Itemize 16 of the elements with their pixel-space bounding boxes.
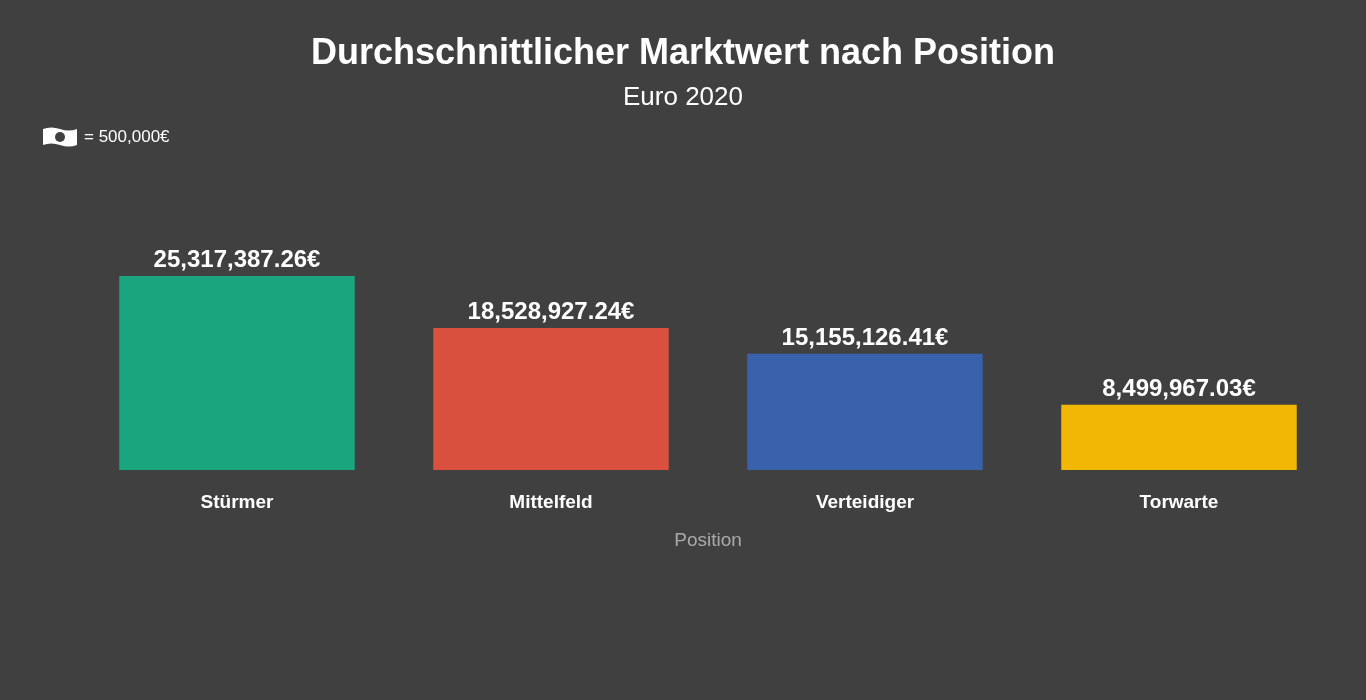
x-tick-label: Torwarte — [1139, 491, 1219, 512]
chart-title: Durchschnittlicher Marktwert nach Position — [310, 30, 1056, 72]
chart-subtitle: Euro 2020 — [623, 81, 743, 111]
data-label: 18,528,927.24€ — [467, 297, 635, 325]
data-label: 15,155,126.41€ — [781, 323, 949, 351]
data-label: 25,317,387.26€ — [153, 245, 321, 273]
x-tick-label: Mittelfeld — [509, 491, 593, 512]
bar — [1061, 404, 1297, 470]
data-label: 8,499,967.03€ — [1102, 374, 1256, 402]
x-tick-label: Stürmer — [200, 491, 275, 512]
bar — [433, 327, 669, 470]
bar — [119, 275, 355, 470]
text: = 500,000€ — [84, 127, 170, 147]
x-tick-label: Verteidiger — [815, 491, 915, 512]
x-axis-title: Position — [674, 529, 742, 550]
bar — [747, 353, 983, 470]
